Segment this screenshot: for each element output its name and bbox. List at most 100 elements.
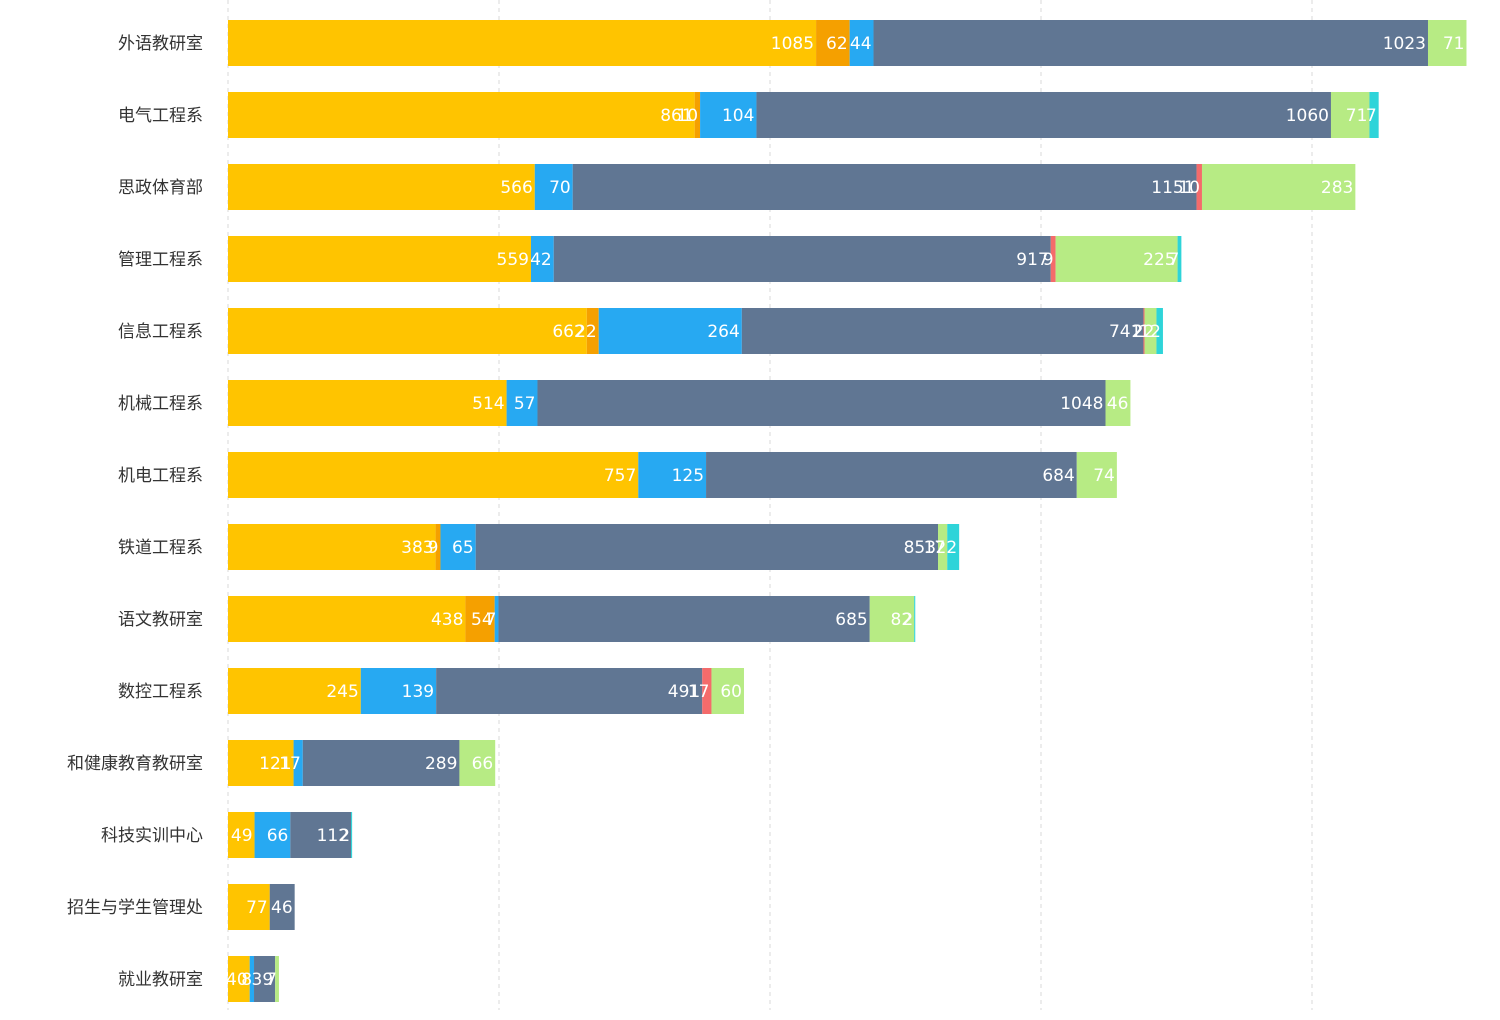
bar-segment[interactable] <box>702 668 712 714</box>
bar-segment[interactable] <box>1144 308 1157 354</box>
bar-segment[interactable] <box>459 740 496 786</box>
data-label: 22 <box>575 322 597 342</box>
bar-segment[interactable] <box>475 524 939 570</box>
bar-segment[interactable] <box>1076 452 1117 498</box>
bar-segment[interactable] <box>1050 236 1056 282</box>
bar-segment[interactable] <box>275 956 279 1002</box>
category-label: 就业教研室 <box>118 970 203 990</box>
bar-segment[interactable] <box>1369 92 1379 138</box>
data-label: 46 <box>271 898 293 918</box>
bar-segment[interactable] <box>228 236 531 282</box>
bar-segment[interactable] <box>914 596 916 642</box>
bar-segment[interactable] <box>436 668 703 714</box>
bar-segment[interactable] <box>228 20 817 66</box>
data-label: 49 <box>231 826 253 846</box>
bar-segment[interactable] <box>440 524 476 570</box>
bar-segment[interactable] <box>269 884 295 930</box>
bar-segment[interactable] <box>586 308 599 354</box>
bar-segment[interactable] <box>290 812 352 858</box>
category-label: 和健康教育教研室 <box>67 754 203 774</box>
bar-segment[interactable] <box>530 236 554 282</box>
bar-segment[interactable] <box>302 740 460 786</box>
bar-segment[interactable] <box>1330 92 1370 138</box>
bar-segment[interactable] <box>553 236 1051 282</box>
bar-segment[interactable] <box>938 524 948 570</box>
data-label: 9 <box>1043 250 1054 270</box>
bar-segment[interactable] <box>1105 380 1131 426</box>
bar-segment[interactable] <box>228 956 250 1002</box>
bar-segment[interactable] <box>947 524 960 570</box>
bar-segment[interactable] <box>849 20 874 66</box>
data-label: 10 <box>676 106 698 126</box>
data-label: 2 <box>1132 322 1143 342</box>
bar-segment[interactable] <box>228 596 466 642</box>
data-label: 66 <box>472 754 494 774</box>
bar-segment[interactable] <box>873 20 1428 66</box>
data-label: 39 <box>252 970 274 990</box>
bar-segment[interactable] <box>1143 308 1145 354</box>
data-label: 17 <box>279 754 301 774</box>
data-label: 7 <box>1366 106 1377 126</box>
data-label: 383 <box>401 538 433 558</box>
bar-segment[interactable] <box>351 812 353 858</box>
bar-segment[interactable] <box>228 524 436 570</box>
data-label: 684 <box>1042 466 1074 486</box>
bar-segment[interactable] <box>598 308 742 354</box>
bar-segment[interactable] <box>228 380 507 426</box>
bar-segment[interactable] <box>293 740 303 786</box>
data-label: 2 <box>902 610 913 630</box>
bar-segment[interactable] <box>1427 20 1467 66</box>
bar-segment[interactable] <box>498 596 870 642</box>
bar-segment[interactable] <box>506 380 538 426</box>
bar-segment[interactable] <box>254 956 276 1002</box>
bar-segment[interactable] <box>534 164 573 210</box>
data-label: 559 <box>497 250 529 270</box>
data-label: 7 <box>486 610 497 630</box>
bar-segment[interactable] <box>228 812 255 858</box>
bar-segment[interactable] <box>254 812 291 858</box>
data-label: 741 <box>1109 322 1141 342</box>
bar-segment[interactable] <box>1055 236 1178 282</box>
bar-segment[interactable] <box>1201 164 1356 210</box>
data-label: 82 <box>891 610 913 630</box>
bar-segment[interactable] <box>638 452 707 498</box>
data-label: 1023 <box>1383 34 1426 54</box>
bar-segment[interactable] <box>228 164 535 210</box>
bar-segment[interactable] <box>228 668 361 714</box>
data-label: 22 <box>1133 322 1155 342</box>
data-label: 566 <box>500 178 532 198</box>
category-label: 外语教研室 <box>118 34 203 54</box>
bar-segment[interactable] <box>537 380 1106 426</box>
bar-segment[interactable] <box>756 92 1331 138</box>
category-label: 语文教研室 <box>118 610 203 630</box>
bar-segment[interactable] <box>869 596 915 642</box>
bar-segment[interactable] <box>700 92 757 138</box>
data-label: 60 <box>720 682 742 702</box>
category-label: 数控工程系 <box>118 682 203 702</box>
bar-segment[interactable] <box>1156 308 1163 354</box>
bar-segment[interactable] <box>711 668 744 714</box>
bar-segment[interactable] <box>494 596 499 642</box>
data-label: 12 <box>1139 322 1161 342</box>
bar-segment[interactable] <box>360 668 437 714</box>
bar-segment[interactable] <box>228 92 695 138</box>
data-label: 1048 <box>1060 394 1103 414</box>
bar-segment[interactable] <box>228 884 270 930</box>
bar-segment[interactable] <box>435 524 441 570</box>
bar-segment[interactable] <box>694 92 701 138</box>
data-label: 10 <box>1178 178 1200 198</box>
bar-segment[interactable] <box>228 740 294 786</box>
bar-segment[interactable] <box>249 956 255 1002</box>
bar-segment[interactable] <box>1177 236 1182 282</box>
bar-segment[interactable] <box>706 452 1077 498</box>
bar-segment[interactable] <box>228 452 639 498</box>
data-label: 17 <box>688 682 710 702</box>
bar-segment[interactable] <box>572 164 1197 210</box>
bar-segment[interactable] <box>741 308 1144 354</box>
bar-segment[interactable] <box>816 20 850 66</box>
bar-segment[interactable] <box>465 596 495 642</box>
bar-segment[interactable] <box>228 308 587 354</box>
bar-segment[interactable] <box>1196 164 1202 210</box>
data-label: 17 <box>924 538 946 558</box>
